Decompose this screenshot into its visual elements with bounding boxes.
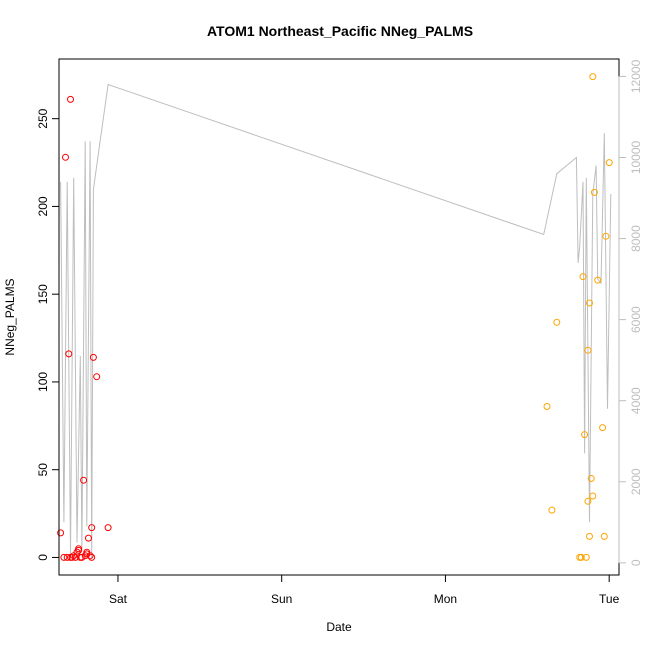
line-series-layer bbox=[60, 83, 612, 559]
data-point-series-2 bbox=[586, 532, 593, 540]
data-point-series-1 bbox=[78, 553, 86, 561]
x-axis-label: Date bbox=[326, 620, 352, 634]
data-point-series-1 bbox=[104, 524, 112, 532]
data-point-series-1 bbox=[93, 373, 101, 381]
data-point-series-1 bbox=[62, 153, 69, 161]
y-tick-label: 200 bbox=[36, 196, 50, 216]
data-point-series-1 bbox=[89, 353, 97, 361]
y-axis-label: NNeg_PALMS bbox=[3, 278, 17, 355]
data-point-series-2 bbox=[581, 431, 589, 439]
y2-tick-label: 10000 bbox=[629, 140, 643, 174]
y-axis: 0 50 100 150 200 250 bbox=[36, 108, 60, 561]
data-point-series-2 bbox=[582, 553, 590, 561]
data-point-series-1 bbox=[65, 350, 73, 358]
data-point-series-2 bbox=[548, 506, 556, 514]
plot-frame bbox=[58, 58, 620, 576]
data-point-series-2 bbox=[590, 188, 598, 196]
x-axis: Sat Sun Mon Tue bbox=[109, 574, 620, 606]
data-point-series-2 bbox=[553, 318, 561, 326]
y-tick-label: 0 bbox=[36, 554, 50, 561]
x-tick-label: Sun bbox=[271, 592, 292, 606]
x-tick-label: Sat bbox=[109, 592, 128, 606]
data-point-series-2 bbox=[579, 273, 587, 281]
data-point-series-2 bbox=[589, 492, 597, 500]
data-point-series-2 bbox=[587, 475, 595, 482]
data-point-series-2 bbox=[577, 553, 585, 561]
y2-tick-label: 4000 bbox=[629, 387, 643, 414]
data-point-series-2 bbox=[605, 159, 613, 167]
chart-title: ATOM1 Northeast_Pacific NNeg_PALMS bbox=[207, 23, 473, 39]
y-tick-label: 250 bbox=[36, 108, 50, 128]
y2-tick-label: 0 bbox=[629, 559, 643, 566]
data-point-series-2 bbox=[594, 276, 602, 284]
x-tick-label: Tue bbox=[599, 592, 620, 606]
data-point-series-1 bbox=[67, 95, 74, 103]
data-point-series-2 bbox=[586, 299, 593, 307]
y-tick-label: 50 bbox=[36, 463, 50, 477]
y2-tick-label: 12000 bbox=[629, 59, 643, 93]
data-point-series-2 bbox=[589, 73, 597, 81]
data-point-series-1 bbox=[88, 553, 96, 561]
right-axis-line bbox=[60, 83, 612, 559]
data-point-series-1 bbox=[80, 476, 88, 484]
data-point-series-2 bbox=[600, 532, 608, 540]
data-point-series-1 bbox=[86, 552, 94, 560]
y2-tick-label: 2000 bbox=[629, 468, 643, 495]
y-tick-label: 100 bbox=[36, 372, 50, 392]
data-point-series-1 bbox=[85, 534, 92, 542]
data-point-series-2 bbox=[543, 403, 551, 410]
y2-tick-label: 6000 bbox=[629, 306, 643, 333]
x-tick-label: Mon bbox=[434, 592, 457, 606]
data-point-series-1 bbox=[68, 553, 76, 561]
data-point-series-1 bbox=[83, 550, 91, 558]
data-point-series-2 bbox=[602, 232, 610, 240]
data-point-series-1 bbox=[88, 524, 96, 532]
data-point-series-1 bbox=[81, 552, 89, 560]
data-point-series-1 bbox=[75, 546, 83, 554]
data-point-series-2 bbox=[584, 346, 592, 354]
data-point-series-2 bbox=[599, 424, 607, 432]
data-point-series-1 bbox=[57, 529, 65, 537]
y-tick-label: 150 bbox=[36, 284, 50, 304]
y2-axis: 0 2000 4000 6000 8000 10000 12000 bbox=[618, 59, 643, 566]
data-point-series-1 bbox=[60, 553, 68, 561]
y2-tick-label: 8000 bbox=[629, 225, 643, 252]
points-layer bbox=[57, 73, 613, 561]
data-point-series-1 bbox=[73, 548, 81, 556]
data-point-series-2 bbox=[584, 497, 592, 505]
data-point-series-1 bbox=[63, 553, 71, 561]
